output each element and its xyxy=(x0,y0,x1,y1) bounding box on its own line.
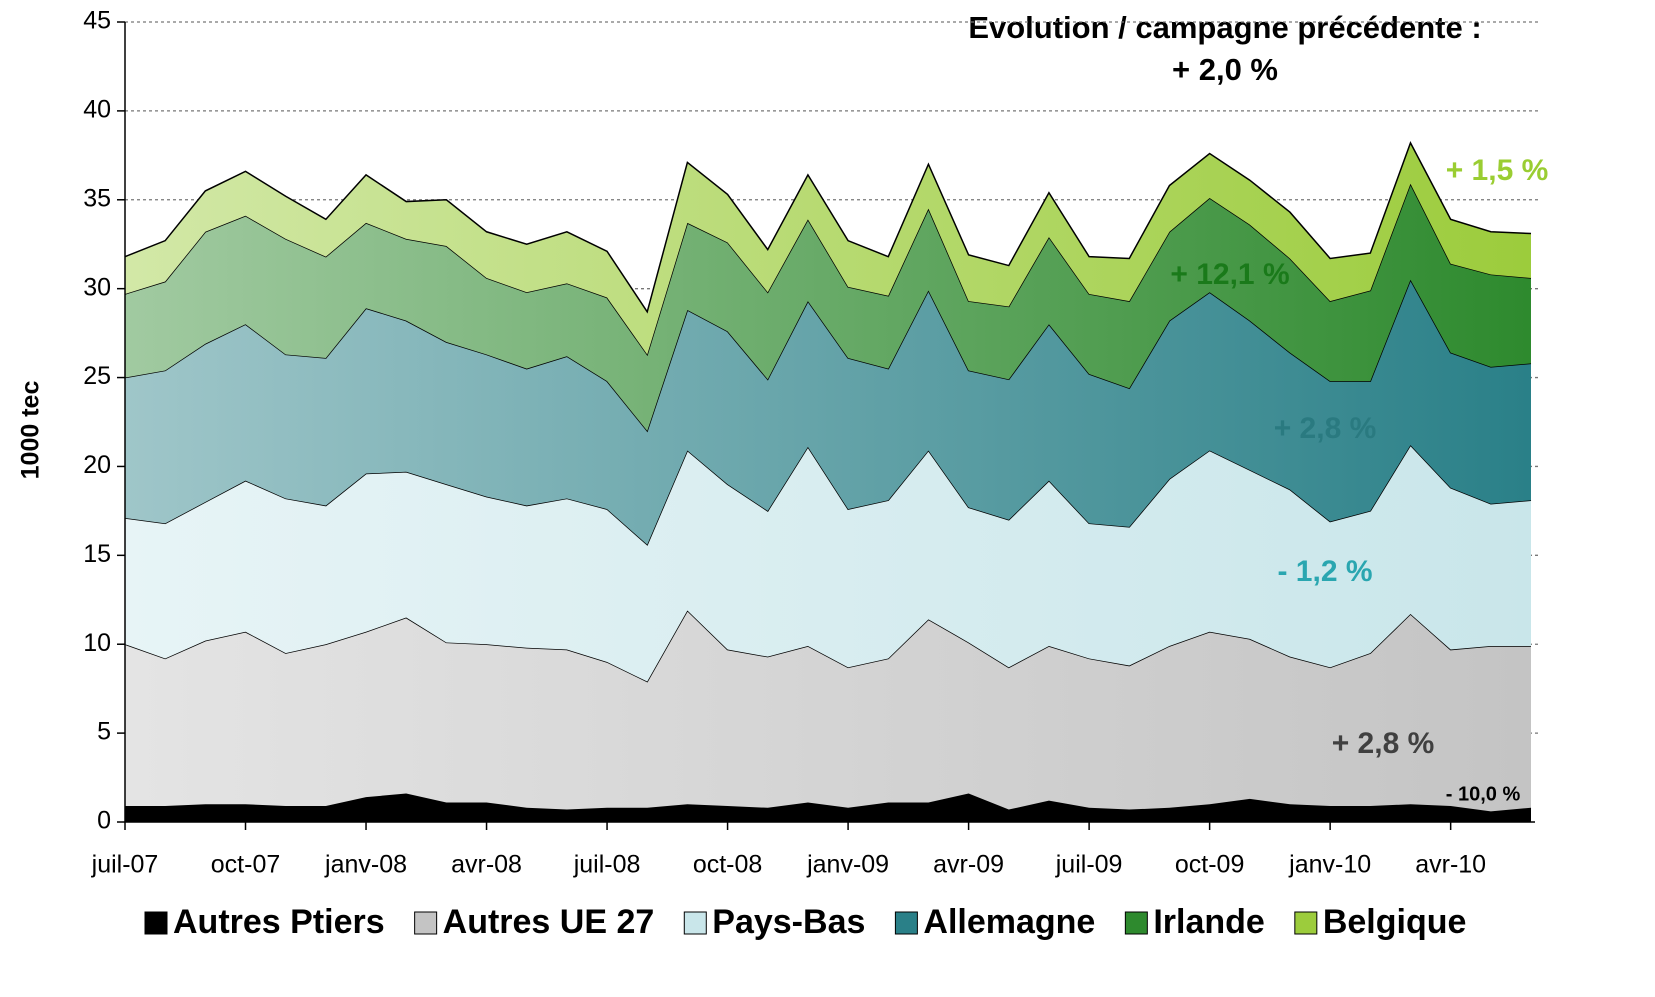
legend-swatch xyxy=(414,911,438,935)
x-tick-label: oct-07 xyxy=(211,851,280,879)
x-tick-label: janv-09 xyxy=(806,851,889,879)
x-tick-label: janv-10 xyxy=(1288,851,1371,879)
y-tick-label: 45 xyxy=(83,7,111,35)
legend-swatch xyxy=(144,911,168,935)
area-edge xyxy=(124,141,1532,314)
series-annotation: + 12,1 % xyxy=(1170,258,1289,291)
legend-label: Allemagne xyxy=(923,903,1095,941)
legend-label: Autres Ptiers xyxy=(173,903,385,941)
area xyxy=(125,793,1531,822)
area xyxy=(125,610,1531,812)
area xyxy=(125,279,1531,545)
x-tick-label: avr-09 xyxy=(933,851,1004,879)
x-tick-label: oct-08 xyxy=(693,851,762,879)
y-tick-label: 0 xyxy=(97,807,111,835)
legend-label: Irlande xyxy=(1153,903,1264,941)
chart-title: Evolution / campagne précédente : xyxy=(968,10,1481,45)
y-tick-label: 30 xyxy=(83,273,111,301)
y-tick-label: 35 xyxy=(83,184,111,212)
area xyxy=(125,445,1531,682)
legend-label: Pays-Bas xyxy=(712,903,865,941)
legend-label: Belgique xyxy=(1323,903,1467,941)
x-tick-label: avr-08 xyxy=(451,851,522,879)
x-tick-label: juil-08 xyxy=(573,851,641,879)
y-tick-label: 5 xyxy=(97,718,111,746)
y-tick-label: 10 xyxy=(83,629,111,657)
chart-subtitle: + 2,0 % xyxy=(1172,52,1278,87)
x-tick-label: avr-10 xyxy=(1415,851,1486,879)
legend-swatch xyxy=(1124,911,1148,935)
x-tick-label: juil-09 xyxy=(1055,851,1123,879)
x-tick-label: oct-09 xyxy=(1175,851,1244,879)
y-tick-label: 40 xyxy=(83,95,111,123)
legend-label: Autres UE 27 xyxy=(443,903,655,941)
legend-swatch xyxy=(894,911,918,935)
legend-swatch xyxy=(683,911,707,935)
series-annotation: + 1,5 % xyxy=(1446,154,1549,187)
y-tick-label: 15 xyxy=(83,540,111,568)
series-annotation: - 10,0 % xyxy=(1446,783,1521,805)
area xyxy=(125,142,1531,355)
series-annotation: + 2,8 % xyxy=(1274,412,1377,445)
legend-swatch xyxy=(1294,911,1318,935)
x-tick-label: juil-07 xyxy=(91,851,159,879)
y-axis-label: 1000 tec xyxy=(17,381,45,480)
series-annotation: + 2,8 % xyxy=(1332,727,1435,760)
y-tick-label: 20 xyxy=(83,451,111,479)
series-annotation: - 1,2 % xyxy=(1277,555,1372,588)
y-tick-label: 25 xyxy=(83,362,111,390)
x-tick-label: janv-08 xyxy=(324,851,407,879)
area xyxy=(125,183,1531,431)
